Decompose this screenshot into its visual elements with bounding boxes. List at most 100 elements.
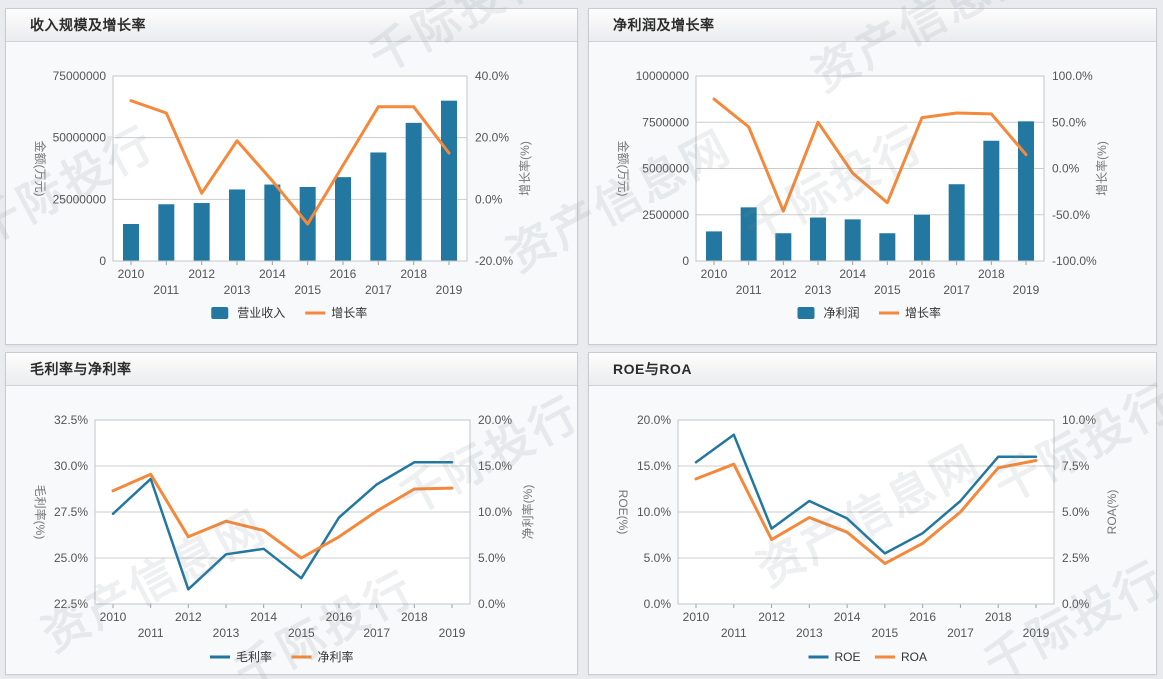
x-axis-tick-2014: 2014 xyxy=(839,267,866,281)
bar-净利润-2011[interactable] xyxy=(740,207,757,261)
legend-ROE[interactable]: ROE xyxy=(808,650,861,664)
bar-净利润-2016[interactable] xyxy=(914,214,930,261)
x-axis-tick-2010: 2010 xyxy=(100,610,127,624)
x-axis-tick-2018: 2018 xyxy=(401,610,428,624)
line-增长率[interactable] xyxy=(712,97,1028,213)
y-axis-right-tick: 7.5% xyxy=(1062,459,1090,473)
bar-净利润-2018[interactable] xyxy=(983,140,1000,261)
x-axis-tick-2012: 2012 xyxy=(188,267,215,281)
legend-ROA[interactable]: ROA xyxy=(875,650,927,664)
x-axis-tick-2013: 2013 xyxy=(796,626,823,640)
y-axis-left-title: ROE(%) xyxy=(616,490,630,535)
y-axis-left-tick: 10.0% xyxy=(637,505,671,519)
bar-净利润-2017[interactable] xyxy=(948,184,965,261)
x-axis-tick-2017: 2017 xyxy=(947,626,974,640)
line-ROA[interactable] xyxy=(694,459,1038,565)
y-axis-left-tick: 0 xyxy=(99,254,106,268)
bar-净利润-2014[interactable] xyxy=(844,219,861,261)
chart-revenue-growth: 0 25000000 50000000 75000000 -20.0% 0.0% 20.0%… xyxy=(6,42,577,344)
x-axis-tick-2017: 2017 xyxy=(365,283,392,297)
y-axis-right-tick: 50.0% xyxy=(1052,115,1086,129)
legend-净利润[interactable]: 净利润 xyxy=(797,306,860,320)
panel-margins: 毛利率与净利率 22.5% 25.0% 27.5% 30.0% 32.5% 0.0% 5.0… xyxy=(5,352,578,675)
x-axis-tick-2010: 2010 xyxy=(118,267,145,281)
line-增长率[interactable] xyxy=(129,99,451,226)
bar-净利润-2010[interactable] xyxy=(706,231,722,261)
y-axis-left-title: 毛利率(%) xyxy=(33,485,48,540)
y-axis-right-tick: 40.0% xyxy=(475,69,509,83)
y-axis-left-tick: 0.0% xyxy=(644,597,672,611)
legend-净利率[interactable]: 净利率 xyxy=(291,649,354,664)
x-axis-tick-2018: 2018 xyxy=(978,267,1005,281)
svg-text:净利率: 净利率 xyxy=(318,649,354,664)
bar-净利润-2012[interactable] xyxy=(775,233,792,261)
chart-canvas-revenue_growth: 0 25000000 50000000 75000000 -20.0% 0.0% 20.0%… xyxy=(33,69,532,320)
legend-增长率[interactable]: 增长率 xyxy=(879,305,941,320)
chart-net-profit-growth: 0 2500000 5000000 7500000 10000000 -100.0% -50… xyxy=(589,42,1156,344)
bar-营业收入-2014[interactable] xyxy=(264,184,281,261)
bar-营业收入-2019[interactable] xyxy=(441,100,457,261)
panel-header-revenue-growth: 收入规模及增长率 xyxy=(6,9,577,42)
legend-毛利率[interactable]: 毛利率 xyxy=(210,649,272,664)
x-axis-tick-2016: 2016 xyxy=(909,267,936,281)
svg-text:营业收入: 营业收入 xyxy=(237,306,285,320)
panel-header-net-profit-growth: 净利润及增长率 xyxy=(589,9,1156,42)
bar-净利润-2013[interactable] xyxy=(810,217,826,261)
x-axis-tick-2012: 2012 xyxy=(770,267,797,281)
svg-text:ROE: ROE xyxy=(835,650,861,664)
line-ROE[interactable] xyxy=(694,433,1038,555)
y-axis-right-tick: 0.0% xyxy=(1052,162,1080,176)
y-axis-right-tick: 0.0% xyxy=(1062,597,1090,611)
bar-营业收入-2016[interactable] xyxy=(335,177,351,261)
chart-canvas-roe_roa: 0.0% 5.0% 10.0% 15.0% 20.0% 0.0% 2.5% 5.0% 7.5% 1… xyxy=(616,413,1119,664)
y-axis-right-tick: 10.0% xyxy=(1062,413,1096,427)
bar-营业收入-2013[interactable] xyxy=(229,189,245,261)
y-axis-left-tick: 32.5% xyxy=(54,413,88,427)
y-axis-left-tick: 25000000 xyxy=(53,192,107,206)
bar-营业收入-2018[interactable] xyxy=(405,122,422,261)
panel-title-revenue-growth: 收入规模及增长率 xyxy=(30,17,146,33)
line-净利率[interactable] xyxy=(111,472,454,560)
bar-营业收入-2017[interactable] xyxy=(370,152,387,261)
panel-title-margins: 毛利率与净利率 xyxy=(30,361,132,377)
bar-净利润-2015[interactable] xyxy=(879,233,896,261)
y-axis-right-tick: 100.0% xyxy=(1052,69,1093,83)
y-axis-right-title: ROA(%) xyxy=(1105,490,1119,535)
x-axis-tick-2015: 2015 xyxy=(294,283,321,297)
y-axis-right-title: 增长率(%) xyxy=(1094,141,1109,196)
panel-header-roe-roa: ROE与ROA xyxy=(589,353,1156,386)
line-毛利率[interactable] xyxy=(111,461,454,591)
svg-text:毛利率: 毛利率 xyxy=(236,649,272,664)
bar-净利润-2019[interactable] xyxy=(1018,121,1034,261)
svg-text:增长率: 增长率 xyxy=(331,305,367,320)
x-axis-tick-2016: 2016 xyxy=(330,267,357,281)
bar-营业收入-2012[interactable] xyxy=(193,203,210,261)
bar-营业收入-2011[interactable] xyxy=(158,204,175,261)
y-axis-right-tick: 0.0% xyxy=(475,192,503,206)
y-axis-right-tick: 10.0% xyxy=(478,505,512,519)
x-axis-tick-2016: 2016 xyxy=(909,610,936,624)
legend-增长率[interactable]: 增长率 xyxy=(305,305,367,320)
x-axis-tick-2019: 2019 xyxy=(1013,283,1040,297)
x-axis-tick-2015: 2015 xyxy=(288,626,315,640)
legend-营业收入[interactable]: 营业收入 xyxy=(211,306,285,320)
x-axis-tick-2014: 2014 xyxy=(834,610,861,624)
y-axis-left-tick: 7500000 xyxy=(642,115,689,129)
y-axis-left-tick: 75000000 xyxy=(53,69,107,83)
y-axis-right-tick: 0.0% xyxy=(478,597,506,611)
x-axis-tick-2011: 2011 xyxy=(138,626,164,640)
bar-营业收入-2010[interactable] xyxy=(123,224,139,261)
y-axis-right-tick: 20.0% xyxy=(475,131,509,145)
x-axis-tick-2016: 2016 xyxy=(326,610,353,624)
x-axis-tick-2013: 2013 xyxy=(213,626,240,640)
panel-title-net-profit-growth: 净利润及增长率 xyxy=(613,17,715,33)
x-axis-tick-2019: 2019 xyxy=(1023,626,1050,640)
x-axis-tick-2012: 2012 xyxy=(758,610,785,624)
y-axis-right-tick: -100.0% xyxy=(1052,254,1097,268)
x-axis-tick-2018: 2018 xyxy=(985,610,1012,624)
y-axis-left-tick: 15.0% xyxy=(637,459,671,473)
x-axis-tick-2018: 2018 xyxy=(400,267,427,281)
y-axis-left-tick: 27.5% xyxy=(54,505,88,519)
svg-text:ROA: ROA xyxy=(901,650,927,664)
